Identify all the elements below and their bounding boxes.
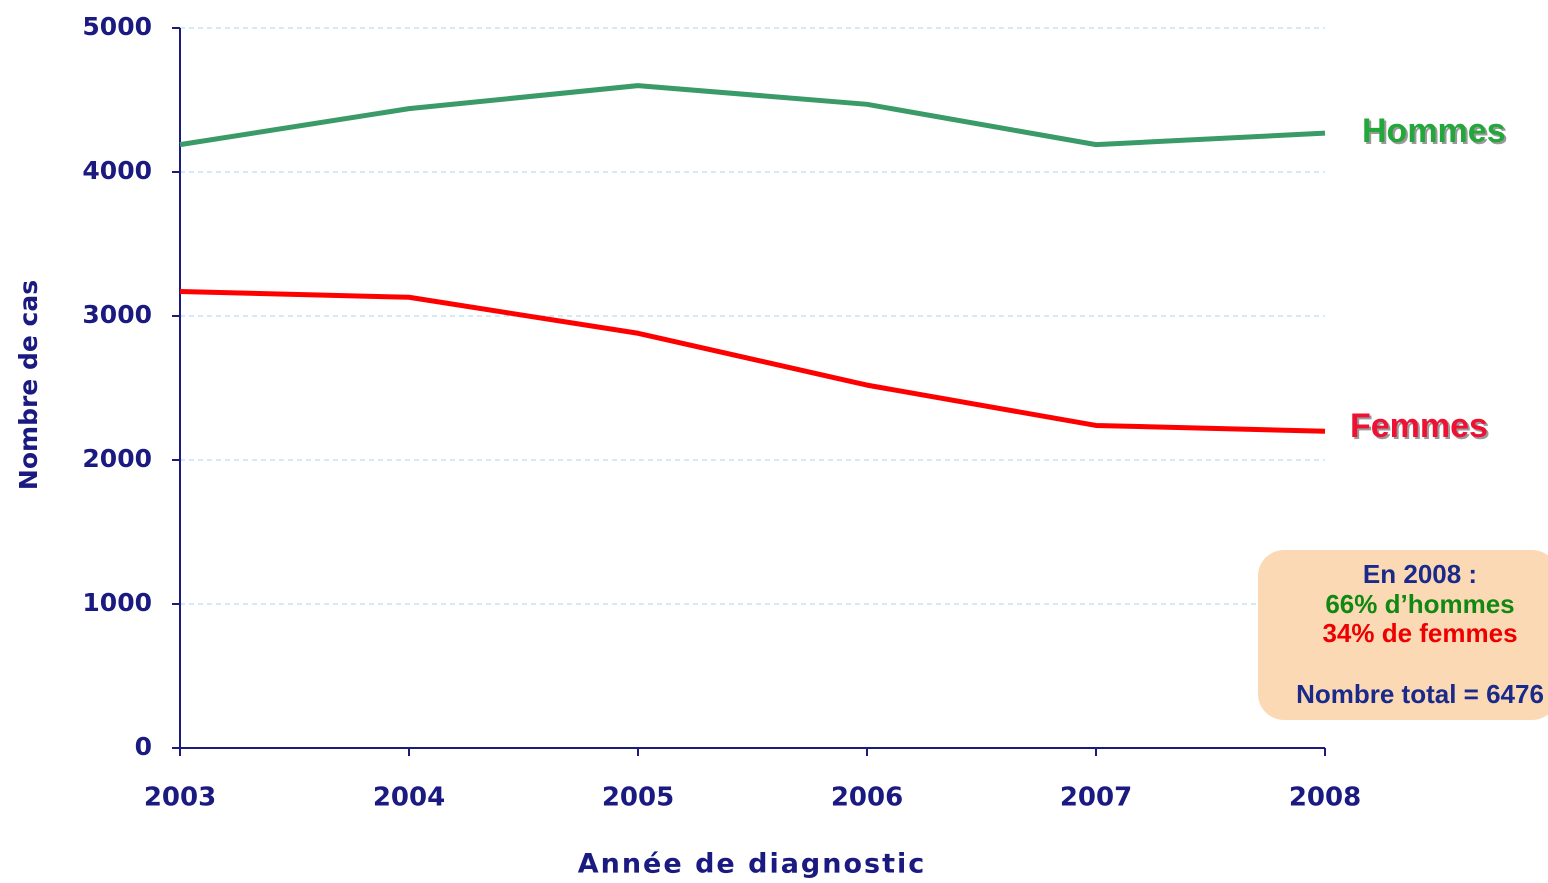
series-label: Femmes — [1350, 407, 1488, 445]
series-label: Hommes — [1362, 112, 1506, 150]
annotation-text: 66% d’hommes — [1325, 589, 1514, 619]
x-tick-label: 2006 — [831, 783, 903, 813]
x-tick-label: 2005 — [602, 783, 674, 813]
y-tick-label: 3000 — [82, 300, 152, 329]
x-tick-label: 2007 — [1060, 783, 1132, 813]
y-tick-label: 5000 — [82, 12, 152, 41]
x-tick-label: 2004 — [373, 783, 445, 813]
series-label-shadow: Femmes — [1352, 409, 1490, 447]
y-tick-label: 2000 — [82, 444, 152, 473]
y-tick-label: 1000 — [82, 588, 152, 617]
series-label-shadow: Hommes — [1364, 114, 1508, 152]
y-axis-label: Nombre de cas — [14, 280, 43, 490]
annotation-text: Nombre total = 6476 — [1296, 679, 1544, 709]
y-tick-label: 4000 — [82, 156, 152, 185]
x-axis-label: Année de diagnostic — [578, 849, 927, 880]
x-tick-label: 2003 — [144, 783, 216, 813]
line-series — [179, 289, 1326, 434]
line-series — [179, 83, 1326, 148]
annotation-text: 34% de femmes — [1322, 618, 1517, 648]
annotation-text: En 2008 : — [1363, 559, 1477, 589]
annotation-box — [1258, 550, 1548, 720]
x-tick-label: 2008 — [1289, 783, 1361, 813]
y-tick-label: 0 — [135, 732, 152, 761]
